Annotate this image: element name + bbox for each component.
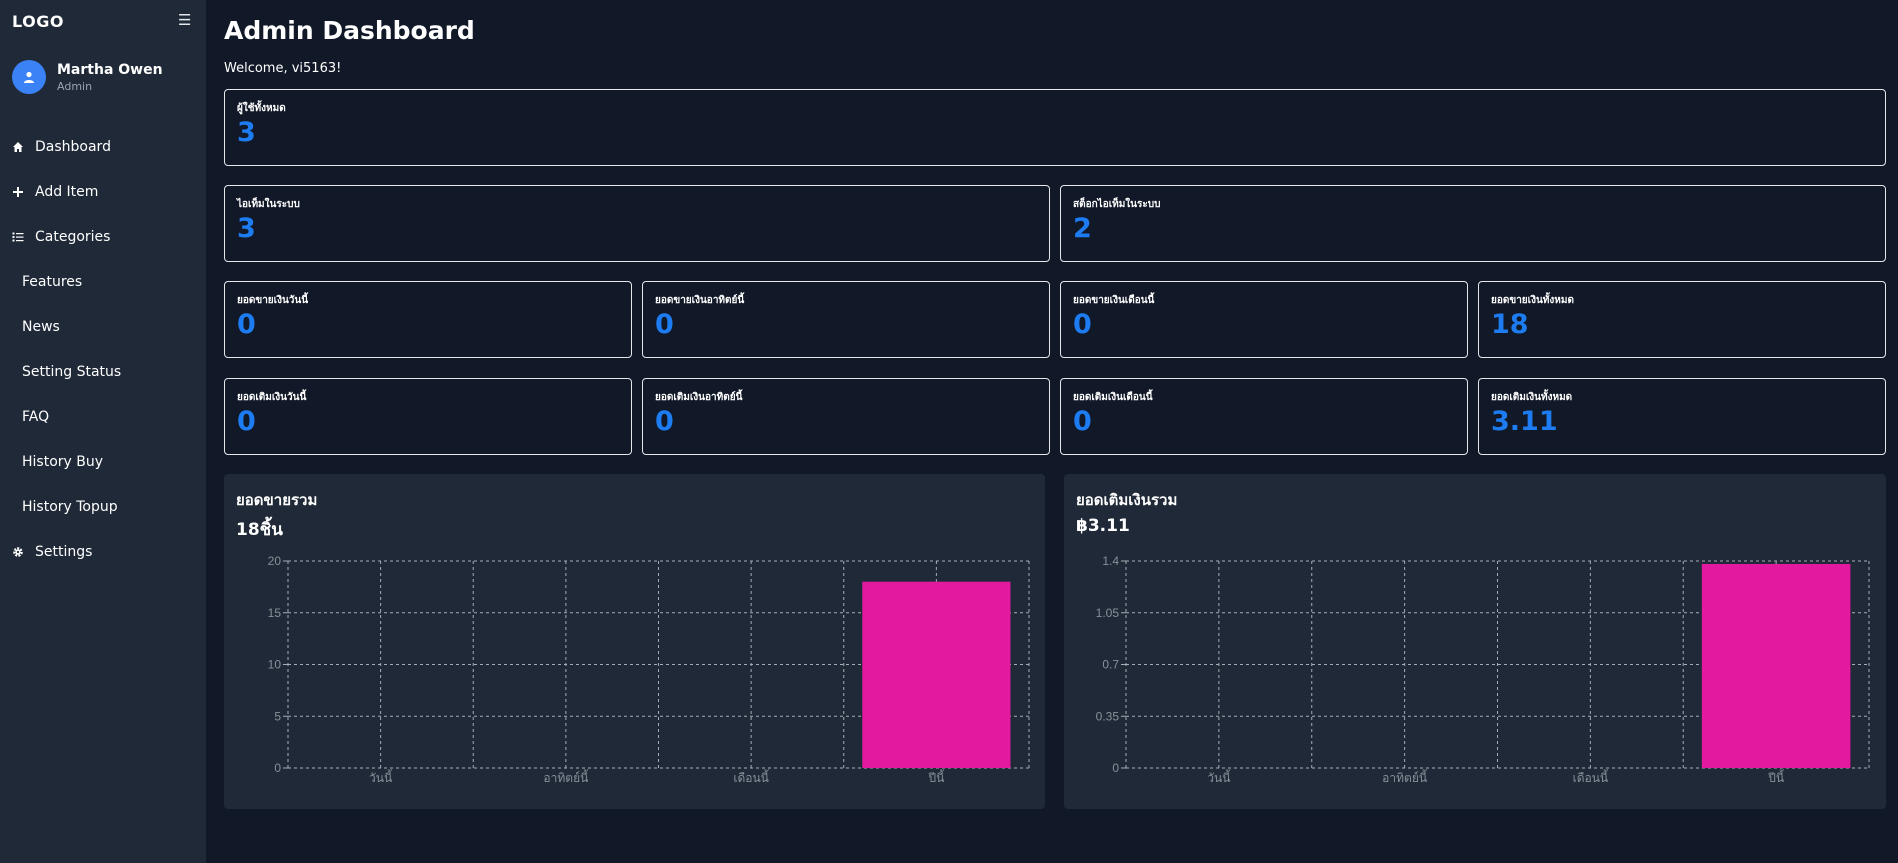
- stat-card-topup-total: ยอดเติมเงินทั้งหมด 3.11: [1478, 378, 1886, 455]
- bar[interactable]: [1701, 563, 1851, 768]
- sidebar-item-label: FAQ: [22, 408, 50, 425]
- sidebar-item-label: Features: [22, 273, 83, 290]
- sidebar: LOGO ☰ Martha Owen Admin Dashboard Add I…: [0, 0, 206, 863]
- sidebar-item-label: Setting Status: [22, 363, 122, 380]
- stat-label: ยอดขายเงินทั้งหมด: [1491, 295, 1574, 306]
- sidebar-item-add-item[interactable]: Add Item: [0, 169, 206, 214]
- x-tick-label: อาทิตย์นี้: [543, 769, 588, 785]
- y-tick-label: 0: [274, 761, 281, 775]
- chart-total: ฿3.11: [1076, 516, 1130, 536]
- stat-card-topup-week: ยอดเติมเงินอาทิตย์นี้ 0: [642, 378, 1050, 455]
- x-tick-label: วันนี้: [1207, 769, 1231, 785]
- y-tick-label: 0.35: [1096, 709, 1120, 723]
- stat-label: ยอดเติมเงินทั้งหมด: [1491, 392, 1573, 403]
- user-profile[interactable]: Martha Owen Admin: [12, 60, 163, 94]
- stat-label: สต็อกไอเท็มในระบบ: [1073, 199, 1161, 210]
- topup-chart-panel: ยอดเติมเงินรวม ฿3.11 0 0.35 0.7 1.05 1.4 วันน…: [1064, 474, 1886, 809]
- stat-value: 0: [655, 309, 674, 340]
- stat-label: ไอเท็มในระบบ: [237, 199, 300, 210]
- stat-card-total-users: ผู้ใช้ทั้งหมด 3: [224, 89, 1886, 166]
- sidebar-item-label: Add Item: [35, 183, 99, 200]
- stat-card-items: ไอเท็มในระบบ 3: [224, 185, 1050, 262]
- stat-card-sales-today: ยอดขายเงินวันนี้ 0: [224, 281, 632, 358]
- sidebar-item-label: Settings: [35, 543, 93, 560]
- y-tick-label: 20: [268, 554, 282, 568]
- x-tick-label: ปีนี้: [928, 769, 945, 785]
- sidebar-item-features[interactable]: Features: [0, 259, 206, 304]
- user-icon: [24, 71, 34, 83]
- sidebar-item-history-buy[interactable]: History Buy: [0, 439, 206, 484]
- stat-value: 3: [237, 213, 256, 244]
- avatar: [12, 60, 46, 94]
- stat-value: 0: [1073, 309, 1092, 340]
- hamburger-icon[interactable]: ☰: [178, 11, 192, 29]
- stat-label: ผู้ใช้ทั้งหมด: [237, 103, 286, 114]
- y-tick-label: 15: [268, 606, 282, 620]
- x-tick-label: อาทิตย์นี้: [1382, 769, 1427, 785]
- sidebar-item-label: Dashboard: [35, 138, 111, 155]
- stat-value: 3: [237, 117, 256, 148]
- stat-card-sales-total: ยอดขายเงินทั้งหมด 18: [1478, 281, 1886, 358]
- stat-label: ยอดขายเงินวันนี้: [237, 295, 309, 306]
- stat-value: 0: [237, 406, 256, 437]
- sidebar-item-faq[interactable]: FAQ: [0, 394, 206, 439]
- sales-bar-chart: 0 5 10 15 20 วันนี้ อาทิตย์นี้ เดือนนี้ ปีนี้: [268, 554, 1030, 785]
- sidebar-item-news[interactable]: News: [0, 304, 206, 349]
- y-tick-label: 0.7: [1102, 658, 1119, 672]
- stat-value: 18: [1491, 309, 1529, 340]
- stat-value: 0: [655, 406, 674, 437]
- x-tick-label: ปีนี้: [1768, 769, 1785, 785]
- stat-card-topup-month: ยอดเติมเงินเดือนนี้ 0: [1060, 378, 1468, 455]
- chart-title: ยอดขายรวม: [236, 491, 318, 509]
- logo[interactable]: LOGO: [12, 12, 64, 31]
- home-icon: [10, 139, 25, 154]
- chart-total: 18ชิ้น: [236, 520, 283, 540]
- stat-card-sales-week: ยอดขายเงินอาทิตย์นี้ 0: [642, 281, 1050, 358]
- sidebar-nav: Dashboard Add Item Categories Features N…: [0, 124, 206, 574]
- sidebar-item-categories[interactable]: Categories: [0, 214, 206, 259]
- stat-value: 3.11: [1491, 406, 1558, 437]
- y-tick-label: 10: [268, 658, 282, 672]
- sidebar-item-label: History Buy: [22, 453, 104, 470]
- stat-card-topup-today: ยอดเติมเงินวันนี้ 0: [224, 378, 632, 455]
- stat-value: 0: [1073, 406, 1092, 437]
- y-tick-label: 0: [1112, 761, 1119, 775]
- x-tick-label: เดือนนี้: [1573, 769, 1609, 785]
- bar[interactable]: [862, 581, 1011, 768]
- topup-bar-chart: 0 0.35 0.7 1.05 1.4 วันนี้ อาทิตย์นี้ เดือนนี้ ป…: [1096, 554, 1870, 785]
- y-tick-label: 5: [274, 709, 281, 723]
- sidebar-item-history-topup[interactable]: History Topup: [0, 484, 206, 529]
- stat-label: ยอดเติมเงินอาทิตย์นี้: [655, 392, 743, 403]
- page-title: Admin Dashboard: [224, 16, 475, 45]
- stat-label: ยอดขายเงินเดือนนี้: [1073, 295, 1155, 306]
- chart-title: ยอดเติมเงินรวม: [1076, 491, 1178, 509]
- sales-chart-panel: ยอดขายรวม 18ชิ้น 0 5 10 15 20 วันนี้ อาทิตย์นี…: [224, 474, 1045, 809]
- stat-card-sales-month: ยอดขายเงินเดือนนี้ 0: [1060, 281, 1468, 358]
- stat-label: ยอดเติมเงินวันนี้: [237, 392, 307, 403]
- user-name: Martha Owen: [57, 61, 163, 78]
- x-tick-label: เดือนนี้: [733, 769, 769, 785]
- sidebar-item-label: Categories: [35, 228, 111, 245]
- stat-label: ยอดเติมเงินเดือนนี้: [1073, 392, 1153, 403]
- sidebar-item-setting-status[interactable]: Setting Status: [0, 349, 206, 394]
- stat-label: ยอดขายเงินอาทิตย์นี้: [655, 295, 745, 306]
- y-tick-label: 1.4: [1102, 554, 1119, 568]
- user-role: Admin: [57, 79, 93, 93]
- sidebar-item-settings[interactable]: Settings: [0, 529, 206, 574]
- list-icon: [10, 229, 25, 244]
- gear-icon: [10, 544, 25, 559]
- x-tick-label: วันนี้: [369, 769, 393, 785]
- sidebar-item-label: News: [22, 318, 60, 335]
- welcome-text: Welcome, vi5163!: [224, 61, 342, 76]
- sidebar-item-dashboard[interactable]: Dashboard: [0, 124, 206, 169]
- stat-card-stock: สต็อกไอเท็มในระบบ 2: [1060, 185, 1886, 262]
- plus-icon: [10, 184, 25, 199]
- stat-value: 2: [1073, 213, 1092, 244]
- y-tick-label: 1.05: [1096, 606, 1120, 620]
- stat-value: 0: [237, 309, 256, 340]
- sidebar-item-label: History Topup: [22, 498, 118, 515]
